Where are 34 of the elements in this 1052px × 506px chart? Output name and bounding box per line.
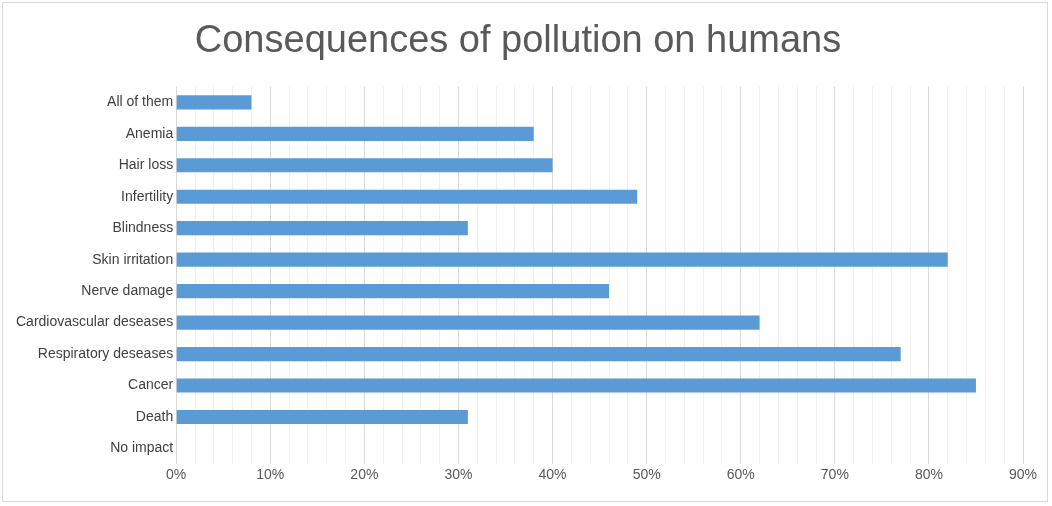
x-tick-label: 30% (444, 466, 473, 483)
bar (176, 346, 901, 362)
bar (176, 409, 468, 425)
x-tick-label: 10% (256, 466, 285, 483)
x-tick-label: 40% (538, 466, 567, 483)
y-tick-label: Cancer (128, 376, 174, 393)
y-tick-label: Blindness (112, 219, 174, 236)
bar (176, 315, 760, 330)
x-tick-label: 20% (350, 466, 379, 483)
y-tick-label: Respiratory deseases (37, 344, 174, 361)
x-tick-label: 80% (914, 466, 943, 483)
y-tick-label: Skin irritation (92, 250, 174, 267)
y-tick-label: Infertility (121, 187, 174, 204)
bar (176, 158, 553, 173)
y-tick-label: All of them (107, 93, 174, 110)
y-tick-label: Cardiovascular deseases (15, 313, 174, 330)
x-tick-label: 60% (726, 466, 755, 483)
bar (176, 284, 610, 299)
x-tick-label: 0% (166, 466, 187, 483)
bar (176, 221, 468, 236)
y-tick-label: Nerve damage (81, 281, 174, 298)
y-tick-label: No impact (110, 439, 174, 456)
bar (176, 252, 948, 267)
bar (176, 95, 252, 110)
bar (176, 126, 534, 141)
x-tick-label: 90% (1008, 466, 1038, 483)
y-tick-label: Hair loss (118, 156, 174, 173)
x-tick-label: 70% (820, 466, 849, 483)
y-tick-label: Death (135, 407, 174, 424)
chart-title: Consequences of pollution on humans (194, 18, 842, 61)
y-tick-label: Anemia (125, 124, 174, 141)
bar (176, 189, 638, 204)
x-tick-label: 50% (632, 466, 661, 483)
bar (176, 378, 976, 393)
